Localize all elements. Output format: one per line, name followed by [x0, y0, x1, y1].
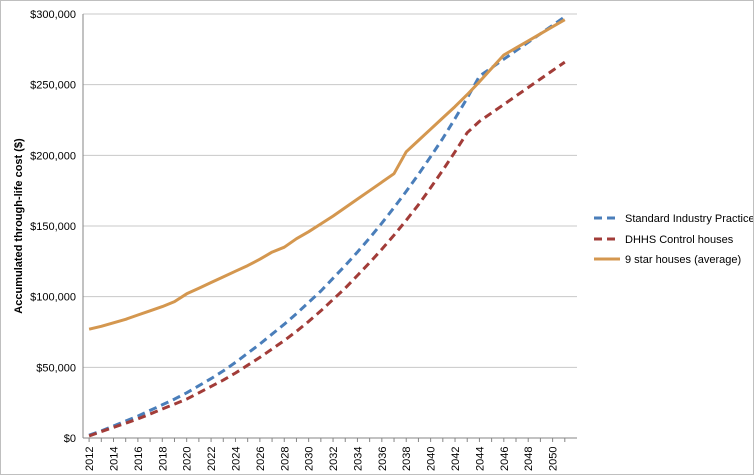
x-tick-label: 2044 [474, 447, 486, 471]
y-tick-label: $150,000 [30, 221, 76, 233]
x-tick-label: 2024 [230, 447, 242, 471]
x-tick-label: 2028 [279, 447, 291, 471]
x-tick-label: 2032 [328, 447, 340, 471]
x-tick-label: 2018 [157, 447, 169, 471]
x-tick-label: 2038 [401, 447, 413, 471]
y-tick-label: $50,000 [36, 362, 76, 374]
y-tick-label: $250,000 [30, 80, 76, 92]
gridlines [83, 13, 577, 368]
series-line-2 [88, 60, 566, 438]
y-tick-label: $300,000 [30, 9, 76, 21]
y-tick-label: $100,000 [30, 292, 76, 304]
x-tick-label: 2040 [426, 447, 438, 471]
legend-label: 9 star houses (average) [625, 254, 741, 266]
x-tick-label: 2050 [548, 447, 560, 471]
axes [82, 14, 577, 442]
legend: Standard Industry Practice DHHS Control h… [594, 213, 753, 266]
x-tick-label: 2016 [133, 447, 145, 471]
x-tick-label: 2022 [206, 447, 218, 471]
x-tick-label: 2014 [108, 447, 120, 471]
legend-label: DHHS Control houses [625, 234, 734, 246]
x-tick-label: 2042 [450, 447, 462, 471]
x-tick-label: 2030 [304, 447, 316, 471]
y-axis-title: Accumulated through-life cost ($) [13, 138, 25, 314]
x-tick-label: 2012 [84, 447, 96, 471]
x-tick-label: 2046 [499, 447, 511, 471]
y-tick-label: $0 [64, 433, 76, 445]
x-tick-label: 2034 [352, 447, 364, 471]
x-tick-label: 2036 [377, 447, 389, 471]
y-tick-labels: $0 $50,000 $100,000 $150,000 $200,000 $250,00… [30, 9, 76, 445]
y-tick-label: $200,000 [30, 150, 76, 162]
x-tick-label: 2026 [255, 447, 267, 471]
x-tick-label: 2020 [182, 447, 194, 471]
series-line-1 [88, 15, 566, 437]
series-lines [88, 15, 566, 438]
series-line-3 [88, 18, 566, 331]
x-tick-labels: 2012 2014 2016 2018 2020 2022 2024 2026 2028 2030… [84, 447, 560, 471]
legend-label: Standard Industry Practice [625, 213, 753, 225]
x-tick-label: 2048 [523, 447, 535, 471]
